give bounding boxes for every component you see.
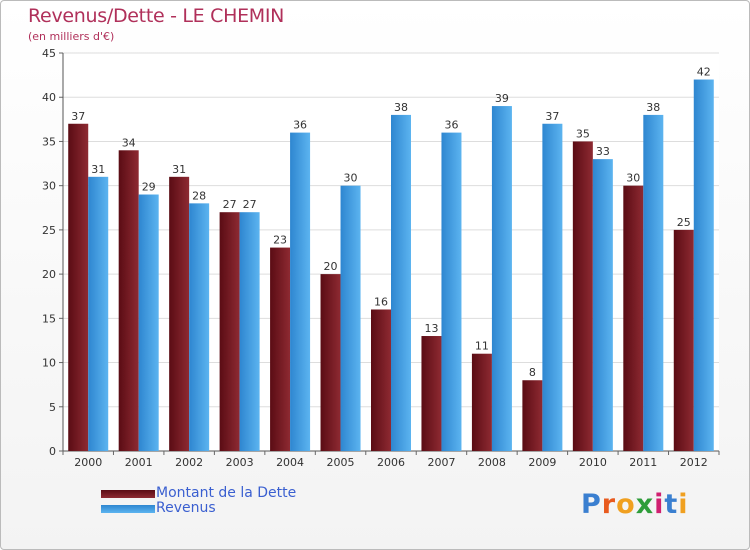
x-tick-label: 2009	[528, 456, 556, 469]
x-tick-label: 2002	[175, 456, 203, 469]
bar-revenus	[189, 203, 210, 451]
data-label: 39	[495, 92, 509, 105]
y-tick-label: 45	[42, 47, 56, 60]
data-label: 28	[192, 189, 206, 202]
x-tick-label: 2008	[478, 456, 506, 469]
data-label: 27	[223, 198, 237, 211]
bar-revenus	[88, 176, 109, 452]
data-label: 38	[394, 101, 408, 114]
data-label: 42	[697, 66, 711, 79]
bar-revenus	[592, 159, 613, 451]
y-tick-label: 40	[42, 91, 56, 104]
bar-dette	[572, 141, 593, 451]
data-label: 20	[324, 260, 338, 273]
x-tick-label: 2006	[377, 456, 405, 469]
bar-revenus	[542, 123, 563, 451]
x-tick-label: 2001	[125, 456, 153, 469]
y-tick-label: 35	[42, 135, 56, 148]
data-label: 27	[243, 198, 257, 211]
logo-letter: i	[678, 489, 689, 520]
bar-dette	[522, 380, 543, 451]
legend-label-dette: Montant de la Dette	[156, 485, 297, 501]
data-label: 37	[71, 110, 85, 123]
bar-revenus	[239, 212, 260, 451]
data-label: 29	[142, 181, 156, 194]
data-label: 33	[596, 145, 610, 158]
bar-revenus	[138, 194, 159, 451]
logo-letter: o	[616, 489, 636, 520]
data-label: 25	[677, 216, 691, 229]
data-label: 36	[444, 119, 458, 132]
y-tick-label: 30	[42, 180, 56, 193]
x-tick-label: 2000	[74, 456, 102, 469]
bar-dette	[623, 185, 644, 451]
data-label: 35	[576, 127, 590, 140]
data-label: 38	[646, 101, 660, 114]
legend-swatch-dette	[101, 490, 155, 498]
bar-revenus	[643, 114, 664, 452]
data-label: 16	[374, 295, 388, 308]
y-tick-label: 20	[42, 268, 56, 281]
logo-letter: x	[635, 489, 655, 520]
data-label: 31	[91, 163, 105, 176]
y-tick-label: 5	[49, 401, 56, 414]
x-tick-label: 2004	[276, 456, 304, 469]
bar-revenus	[290, 132, 311, 451]
bar-revenus	[441, 132, 462, 451]
chart-title: Revenus/Dette - LE CHEMIN	[28, 5, 285, 27]
logo-letter: P	[581, 489, 602, 520]
x-tick-label: 2003	[226, 456, 254, 469]
y-tick-label: 25	[42, 224, 56, 237]
chart-subtitle: (en milliers d'€)	[28, 30, 115, 43]
bar-dette	[673, 229, 694, 451]
logo-letter: r	[601, 489, 617, 520]
logo-letter: t	[664, 489, 679, 520]
legend-label-revenus: Revenus	[156, 500, 216, 516]
bar-dette	[471, 353, 492, 451]
data-label: 23	[273, 234, 287, 247]
y-tick-label: 0	[49, 445, 56, 458]
x-tick-label: 2011	[629, 456, 657, 469]
bar-dette	[320, 274, 341, 451]
bar-dette	[371, 309, 391, 451]
bar-dette	[68, 123, 89, 451]
bar-dette	[270, 247, 291, 451]
data-label: 31	[172, 163, 186, 176]
bar-dette	[219, 212, 240, 451]
data-label: 36	[293, 119, 307, 132]
proxiti-logo: Proxiti	[581, 489, 689, 520]
bar-dette	[118, 150, 139, 452]
bar-dette	[169, 176, 190, 452]
x-tick-label: 2010	[579, 456, 607, 469]
data-label: 11	[475, 340, 489, 353]
y-tick-label: 10	[42, 357, 56, 370]
bar-revenus	[491, 106, 512, 452]
data-label: 30	[344, 172, 358, 185]
data-label: 8	[529, 366, 536, 379]
bar-revenus	[340, 185, 361, 451]
data-label: 34	[122, 136, 136, 149]
bar-revenus	[391, 114, 411, 452]
x-tick-label: 2012	[680, 456, 708, 469]
bar-dette	[421, 336, 442, 451]
logo-letter: i	[654, 489, 665, 520]
bar-revenus	[693, 79, 714, 452]
data-label: 30	[626, 172, 640, 185]
x-tick-label: 2007	[427, 456, 455, 469]
legend-swatch-revenus	[101, 505, 155, 513]
data-label: 37	[545, 110, 559, 123]
data-label: 13	[424, 322, 438, 335]
x-tick-label: 2005	[327, 456, 355, 469]
y-tick-label: 15	[42, 312, 56, 325]
